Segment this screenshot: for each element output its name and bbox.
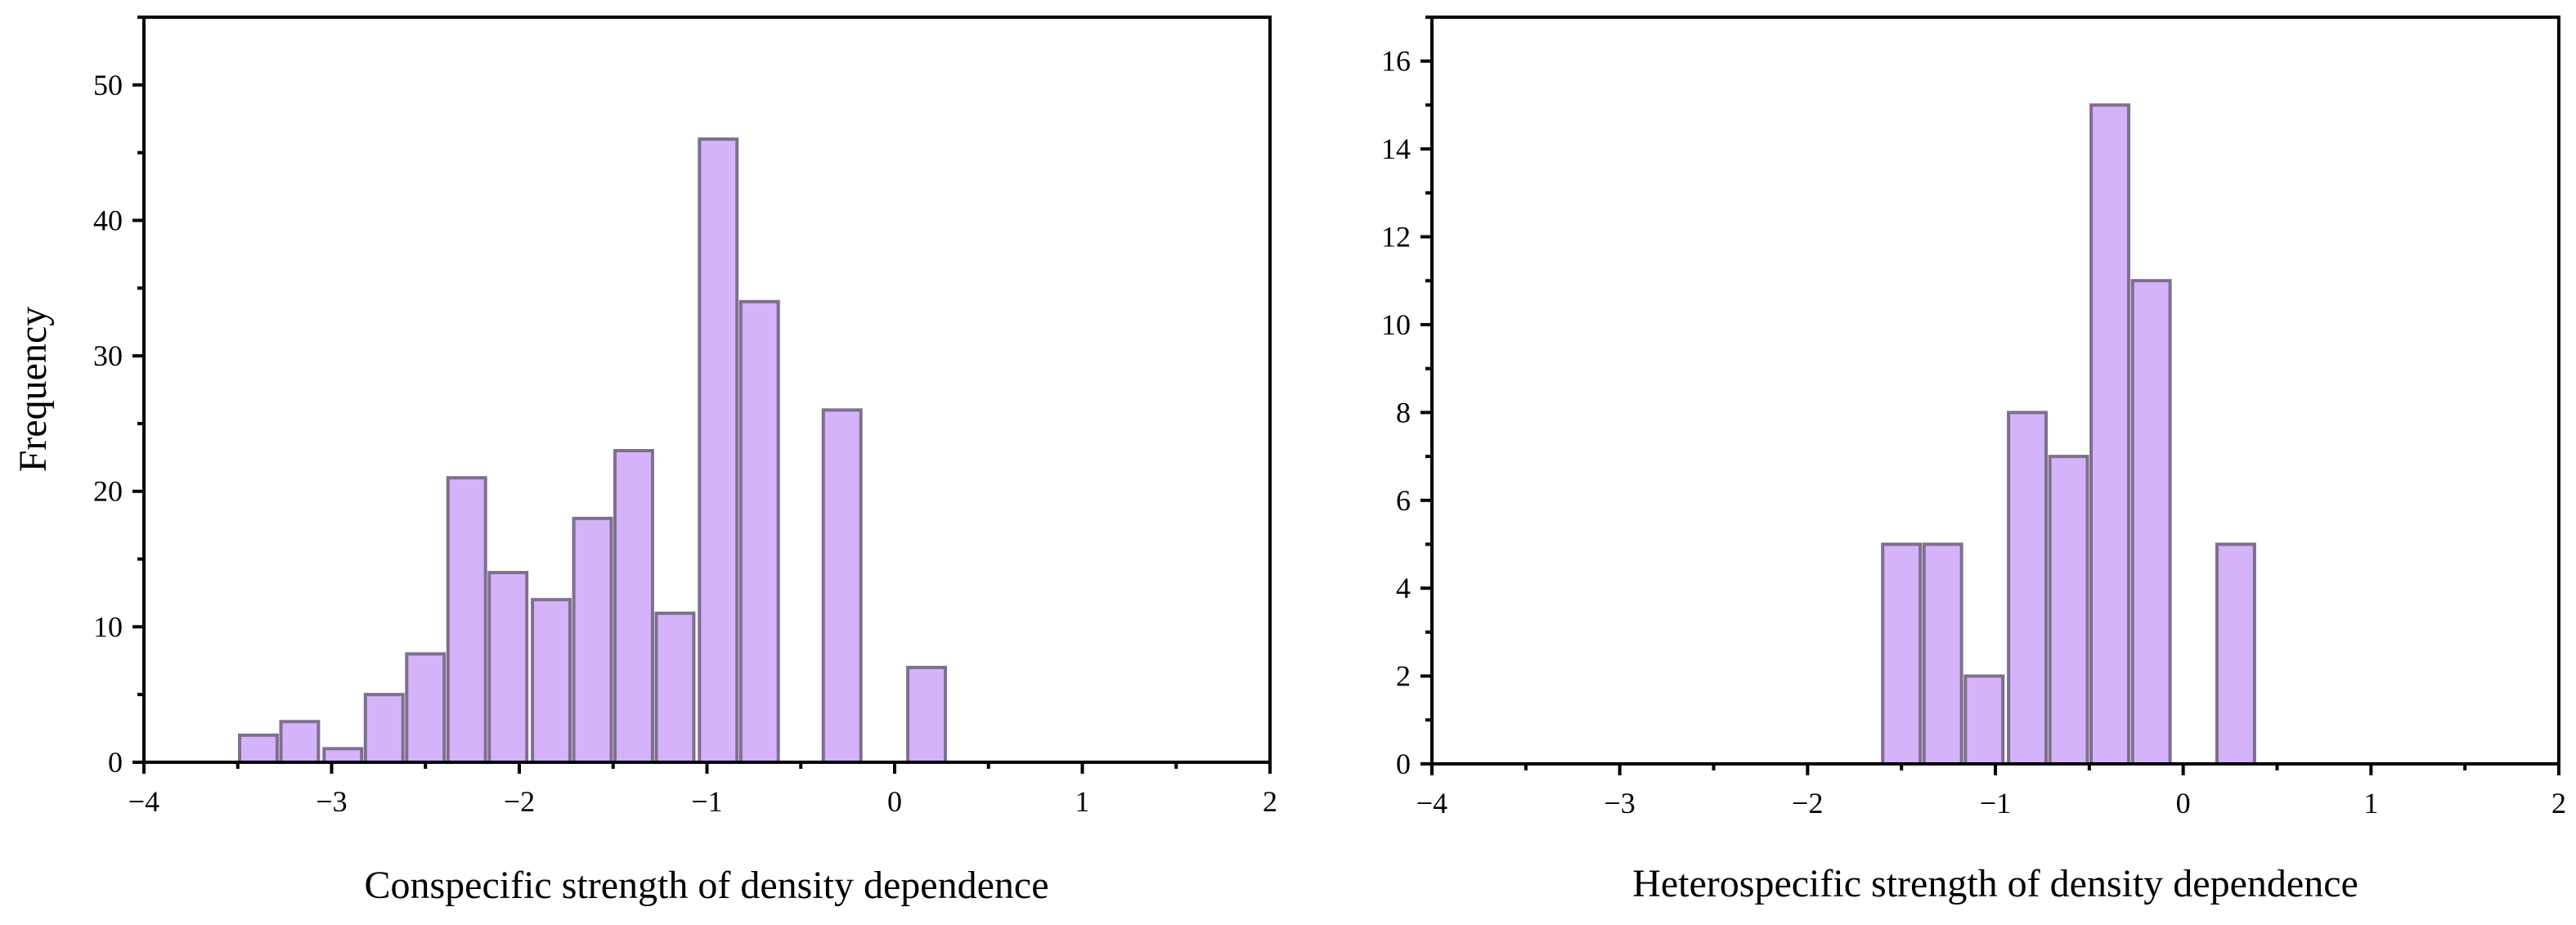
- heterospecific-bar-2: [1963, 674, 2005, 766]
- conspecific-plot-frame: [142, 16, 1272, 764]
- heterospecific-y-tick-label: 0: [1396, 748, 1411, 780]
- heterospecific-plot-frame: [1430, 16, 2560, 766]
- conspecific-y-tick-label: 20: [93, 475, 123, 508]
- heterospecific-bar-0: [1881, 542, 1923, 766]
- conspecific-bar-8: [572, 516, 613, 765]
- conspecific-bar-12: [738, 299, 780, 764]
- heterospecific-x-tick-label: −1: [1980, 787, 2011, 819]
- heterospecific-x-axis-title: Heterospecific strength of density depen…: [1632, 862, 2358, 905]
- heterospecific-y-tick-label: 2: [1396, 660, 1411, 693]
- conspecific-y-tick-label: 0: [108, 746, 123, 779]
- heterospecific-x-tick-label: −2: [1792, 787, 1823, 819]
- heterospecific-x-tick-label: 0: [2176, 787, 2191, 819]
- conspecific-bar-14: [906, 666, 947, 764]
- conspecific-x-tick-label: −2: [504, 785, 535, 818]
- conspecific-bar-13: [821, 408, 863, 764]
- heterospecific-x-tick-label: 2: [2551, 787, 2566, 819]
- conspecific-bar-11: [698, 137, 739, 765]
- conspecific-bar-1: [279, 720, 321, 764]
- conspecific-bar-6: [487, 571, 529, 764]
- heterospecific-bar-3: [2007, 411, 2049, 766]
- conspecific-bar-0: [238, 733, 279, 765]
- conspecific-y-axis-title: Frequency: [11, 307, 55, 473]
- conspecific-y-tick-label: 50: [93, 69, 123, 101]
- heterospecific-bar-4: [2048, 455, 2089, 766]
- heterospecific-x-tick-label: 1: [2363, 787, 2378, 819]
- conspecific-bars: [238, 137, 947, 765]
- heterospecific-bars: [1881, 103, 2256, 766]
- heterospecific-y-tick-label: 4: [1396, 572, 1411, 604]
- heterospecific-y-tick-label: 14: [1381, 132, 1411, 165]
- conspecific-y-tick-label: 40: [93, 204, 123, 236]
- conspecific-x-tick-label: 1: [1075, 785, 1090, 818]
- conspecific-x-tick-label: −3: [316, 785, 347, 818]
- conspecific-y-tick-label: 10: [93, 610, 123, 643]
- heterospecific-y-tick-label: 16: [1381, 45, 1411, 78]
- heterospecific-y-tick-label: 6: [1396, 484, 1411, 517]
- conspecific-x-tick-label: −1: [691, 785, 722, 818]
- heterospecific-bar-6: [2130, 279, 2172, 766]
- heterospecific-bar-5: [2089, 103, 2131, 766]
- conspecific-bar-5: [446, 476, 487, 764]
- conspecific-y-tick-label: 30: [93, 339, 123, 372]
- conspecific-bar-10: [654, 611, 696, 764]
- conspecific-bar-4: [405, 652, 447, 764]
- heterospecific-y-tick-label: 12: [1381, 221, 1411, 254]
- conspecific-x-tick-label: 0: [887, 785, 902, 818]
- heterospecific-x-tick-label: −3: [1604, 787, 1636, 819]
- heterospecific-y-tick-label: 10: [1381, 308, 1411, 341]
- conspecific-bar-9: [613, 449, 654, 764]
- conspecific-x-tick-label: 2: [1263, 785, 1277, 818]
- heterospecific-x-tick-label: −4: [1416, 787, 1447, 819]
- conspecific-bar-7: [531, 598, 572, 765]
- heterospecific-bar-7: [2215, 542, 2256, 766]
- heterospecific-bar-1: [1922, 542, 1963, 766]
- conspecific-x-axis-title: Conspecific strength of density dependen…: [364, 864, 1048, 907]
- conspecific-bar-3: [363, 693, 405, 765]
- conspecific-bar-2: [322, 747, 364, 765]
- conspecific-x-tick-label: −4: [128, 785, 159, 818]
- heterospecific-y-tick-label: 8: [1396, 396, 1411, 429]
